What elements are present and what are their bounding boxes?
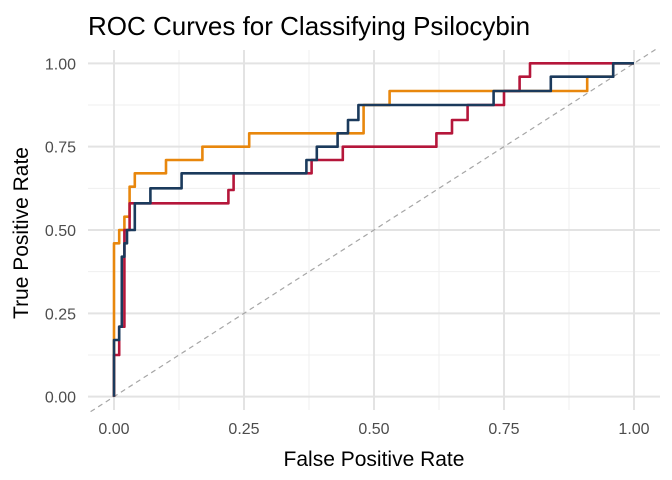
diagonal-reference-line <box>90 47 658 413</box>
x-tick-label: 0.75 <box>488 421 519 438</box>
y-tick-label: 0.25 <box>45 306 76 323</box>
x-tick-label: 0.50 <box>358 421 389 438</box>
chart-title: ROC Curves for Classifying Psilocybin <box>88 11 530 41</box>
y-tick-label: 0.75 <box>45 140 76 157</box>
y-tick-label: 0.50 <box>45 223 76 240</box>
x-tick-label: 0.25 <box>228 421 259 438</box>
roc-curve-1 <box>112 62 634 397</box>
y-axis-label: True Positive Rate <box>10 147 33 319</box>
roc-curve-3 <box>112 62 634 397</box>
reference-line-group <box>90 47 658 413</box>
y-tick-label: 0.00 <box>45 390 76 407</box>
x-tick-label: 1.00 <box>618 421 649 438</box>
series-group <box>112 62 634 397</box>
x-tick-label: 0.00 <box>98 421 129 438</box>
x-axis-label: False Positive Rate <box>284 448 465 471</box>
x-tick-labels: 0.00 0.25 0.50 0.75 1.00 <box>98 421 649 438</box>
y-tick-labels: 0.00 0.25 0.50 0.75 1.00 <box>45 56 76 406</box>
y-tick-label: 1.00 <box>45 56 76 73</box>
